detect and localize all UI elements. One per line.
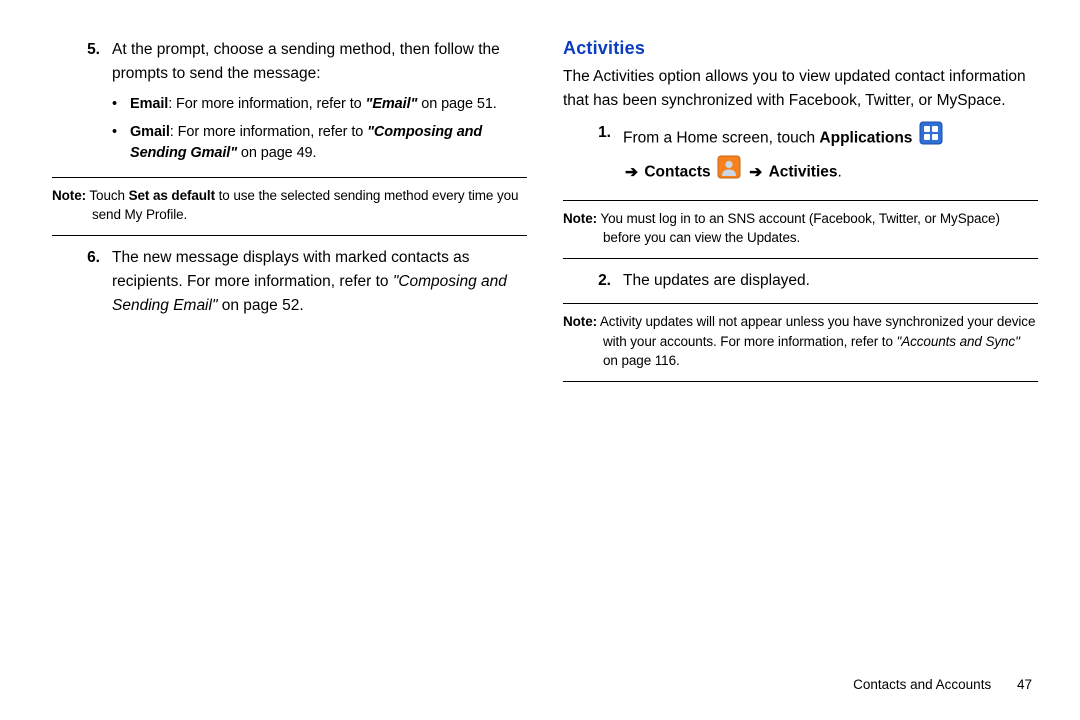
footer-page-number: 47 <box>1017 677 1032 692</box>
step-number: 2. <box>563 269 623 293</box>
note-label: Note: <box>563 211 597 226</box>
note-pre: Touch <box>86 188 129 203</box>
activities-intro: The Activities option allows you to view… <box>563 65 1038 113</box>
note-set-default: Note: Touch Set as default to use the se… <box>52 186 527 225</box>
activities-heading: Activities <box>563 38 1038 59</box>
step-pre: From a Home screen, touch <box>623 129 819 146</box>
step-number: 5. <box>52 38 112 167</box>
bullet-email: • Email: For more information, refer to … <box>112 94 527 114</box>
contacts-label: Contacts <box>644 164 710 181</box>
bullet-body: Gmail: For more information, refer to "C… <box>130 122 527 163</box>
step-body: The updates are displayed. <box>623 269 1038 293</box>
gmail-tail: on page 49. <box>237 145 316 161</box>
bullet-gmail: • Gmail: For more information, refer to … <box>112 122 527 163</box>
left-column: 5. At the prompt, choose a sending metho… <box>52 38 527 390</box>
email-ref: "Email" <box>366 96 418 112</box>
note-label: Note: <box>563 314 597 329</box>
step-body: From a Home screen, touch Applications ➔… <box>623 121 1038 190</box>
activities-label: Activities <box>769 164 838 181</box>
note-text: You must log in to an SNS account (Faceb… <box>597 211 1000 246</box>
note-tail: on page 116. <box>603 353 680 368</box>
footer-section: Contacts and Accounts <box>853 677 991 692</box>
contacts-icon <box>717 155 741 189</box>
bullet-body: Email: For more information, refer to "E… <box>130 94 527 114</box>
divider <box>52 177 527 178</box>
step-2: 2. The updates are displayed. <box>563 269 1038 293</box>
right-column: Activities The Activities option allows … <box>563 38 1038 390</box>
divider <box>563 200 1038 201</box>
step-body: The new message displays with marked con… <box>112 246 527 318</box>
step-number: 1. <box>563 121 623 190</box>
note-bold: Set as default <box>129 188 215 203</box>
divider <box>52 235 527 236</box>
applications-label: Applications <box>819 129 912 146</box>
arrow-icon: ➔ <box>749 164 762 181</box>
bullet-dot: • <box>112 122 130 163</box>
bullet-dot: • <box>112 94 130 114</box>
period: . <box>838 164 842 181</box>
divider <box>563 303 1038 304</box>
step-text: At the prompt, choose a sending method, … <box>112 41 500 82</box>
email-rest: : For more information, refer to <box>168 96 365 112</box>
gmail-rest: : For more information, refer to <box>170 124 367 140</box>
step-1: 1. From a Home screen, touch Application… <box>563 121 1038 190</box>
note-label: Note: <box>52 188 86 203</box>
note-sync: Note: Activity updates will not appear u… <box>563 312 1038 371</box>
divider <box>563 258 1038 259</box>
page-footer: Contacts and Accounts 47 <box>853 677 1032 692</box>
step-body: At the prompt, choose a sending method, … <box>112 38 527 167</box>
email-label: Email <box>130 96 168 112</box>
gmail-label: Gmail <box>130 124 170 140</box>
email-tail: on page 51. <box>417 96 496 112</box>
step-6: 6. The new message displays with marked … <box>52 246 527 318</box>
divider <box>563 381 1038 382</box>
applications-icon <box>919 121 943 155</box>
note-sns-login: Note: You must log in to an SNS account … <box>563 209 1038 248</box>
arrow-icon: ➔ <box>625 164 638 181</box>
step-number: 6. <box>52 246 112 318</box>
step-5: 5. At the prompt, choose a sending metho… <box>52 38 527 167</box>
step-tail: on page 52. <box>217 297 303 314</box>
note-ref: "Accounts and Sync" <box>897 334 1020 349</box>
